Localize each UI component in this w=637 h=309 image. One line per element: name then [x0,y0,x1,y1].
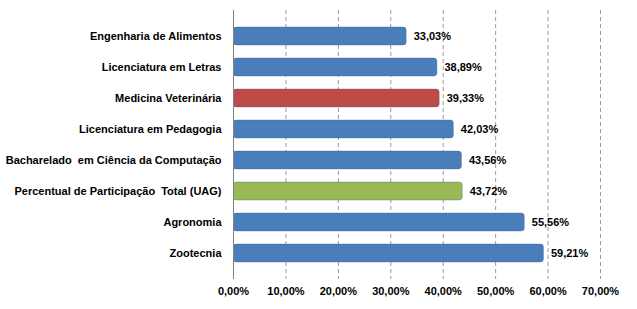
svg-text:39,33%: 39,33% [447,92,485,104]
svg-text:70,00%: 70,00% [582,285,620,297]
svg-text:30,00%: 30,00% [372,285,410,297]
svg-text:10,00%: 10,00% [267,285,305,297]
svg-text:43,72%: 43,72% [470,185,508,197]
svg-text:Agronomia: Agronomia [163,216,222,228]
svg-text:Bacharelado em Ciência da Com: Bacharelado em Ciência da Computação [6,154,222,166]
svg-text:Medicina Veterinária: Medicina Veterinária [115,92,222,104]
svg-text:43,56%: 43,56% [469,154,507,166]
svg-text:33,03%: 33,03% [414,30,452,42]
svg-text:55,56%: 55,56% [532,216,570,228]
svg-text:0,00%: 0,00% [218,285,249,297]
svg-text:38,89%: 38,89% [444,61,482,73]
svg-text:Zootecnia: Zootecnia [170,247,223,259]
svg-text:60,00%: 60,00% [529,285,567,297]
svg-text:Licenciatura em Pedagogia: Licenciatura em Pedagogia [79,123,222,135]
svg-text:Percentual de Participação To: Percentual de Participação Total (UAG) [14,185,221,197]
svg-text:Engenharia de Alimentos: Engenharia de Alimentos [90,30,222,42]
svg-text:59,21%: 59,21% [551,247,589,259]
svg-text:40,00%: 40,00% [425,285,463,297]
svg-text:20,00%: 20,00% [320,285,358,297]
svg-text:Licenciatura em Letras: Licenciatura em Letras [102,61,222,73]
svg-text:42,03%: 42,03% [461,123,499,135]
svg-text:50,00%: 50,00% [477,285,515,297]
